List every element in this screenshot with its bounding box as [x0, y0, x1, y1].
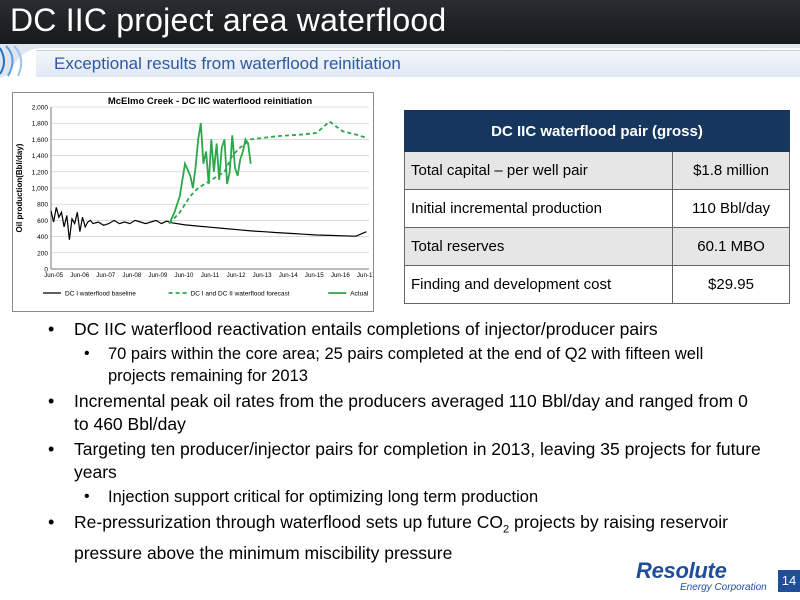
y-tick-label: 1,200: [32, 169, 49, 176]
subtitle-bar: [36, 50, 800, 77]
waterflood-chart: McElmo Creek - DC IIC waterflood reiniti…: [12, 92, 374, 312]
table-header: DC IIC waterflood pair (gross): [404, 110, 790, 152]
x-tick-label: Jun-13: [253, 272, 272, 279]
x-tick-label: Jun-16: [331, 272, 350, 279]
bullet-item: • DC IIC waterflood reactivation entails…: [44, 318, 764, 341]
bullet-text: 70 pairs within the core area; 25 pairs …: [108, 345, 704, 385]
x-tick-label: Jun-07: [96, 272, 115, 279]
table-cell-value: 110 Bbl/day: [672, 189, 790, 228]
y-tick-label: 1,800: [32, 121, 49, 128]
table-cell-label: Initial incremental production: [404, 189, 673, 228]
bullet-dot-icon: •: [48, 512, 55, 532]
y-tick-label: 400: [37, 234, 48, 241]
legend-label: Actual: [350, 291, 369, 298]
x-tick-label: Jun-15: [305, 272, 324, 279]
logo-tagline: Energy Corporation: [680, 582, 767, 593]
bullet-dot-icon: •: [48, 319, 55, 339]
chart-svg: McElmo Creek - DC IIC waterflood reiniti…: [15, 96, 373, 298]
x-tick-label: Jun-06: [70, 272, 89, 279]
table-row: Total reserves 60.1 MBO: [404, 227, 790, 266]
table-row: Total capital – per well pair $1.8 milli…: [404, 151, 790, 190]
slide-title: DC IIC project area waterflood: [10, 2, 447, 38]
x-tick-label: Jun-09: [148, 272, 167, 279]
table-cell-label: Total capital – per well pair: [404, 151, 673, 190]
bullet-text: Incremental peak oil rates from the prod…: [74, 391, 748, 434]
slide-subtitle: Exceptional results from waterflood rein…: [54, 54, 401, 73]
sub-bullet-item: • 70 pairs within the core area; 25 pair…: [44, 343, 764, 387]
table-row: Initial incremental production 110 Bbl/d…: [404, 189, 790, 228]
y-tick-label: 200: [37, 250, 48, 257]
y-axis-label: Oil production(Bbl/day): [15, 143, 24, 232]
x-tick-label: Jun-10: [174, 272, 193, 279]
table-cell-value: 60.1 MBO: [672, 227, 790, 266]
x-tick-label: Jun-17: [357, 272, 373, 279]
bullet-text: DC IIC waterflood reactivation entails c…: [74, 319, 658, 339]
co2-subscript: 2: [502, 523, 510, 536]
series-line: [168, 120, 367, 225]
slide-header: DC IIC project area waterflood: [0, 0, 800, 44]
bullet-dot-icon: •: [48, 439, 55, 459]
table-cell-label: Total reserves: [404, 227, 673, 266]
y-tick-label: 1,400: [32, 153, 49, 160]
bullet-item: • Re-pressurization through waterflood s…: [44, 511, 764, 565]
logo-name: Resolute: [636, 558, 727, 583]
legend-label: DC I waterflood baseline: [65, 291, 136, 298]
y-tick-label: 800: [37, 202, 48, 209]
bullet-text-part: Re-pressurization through waterflood set…: [74, 512, 503, 532]
bullet-dot-icon: •: [48, 391, 55, 411]
y-tick-label: 600: [37, 218, 48, 225]
table-cell-value: $1.8 million: [672, 151, 790, 190]
bullet-text: Targeting ten producer/injector pairs fo…: [74, 439, 761, 482]
bullet-dot-icon: •: [84, 345, 90, 362]
bullet-item: • Targeting ten producer/injector pairs …: [44, 438, 764, 484]
x-tick-label: Jun-14: [279, 272, 298, 279]
bullet-list: • DC IIC waterflood reactivation entails…: [44, 318, 764, 567]
legend-label: DC I and DC II waterflood forecast: [191, 291, 290, 298]
y-tick-label: 2,000: [32, 105, 49, 112]
y-tick-label: 1,600: [32, 137, 49, 144]
header-swoosh-decoration: [0, 44, 800, 78]
x-tick-label: Jun-05: [44, 272, 63, 279]
waterflood-pair-table: DC IIC waterflood pair (gross) Total cap…: [404, 110, 790, 304]
bullet-text: Injection support critical for optimizin…: [108, 488, 539, 506]
x-tick-label: Jun-12: [227, 272, 246, 279]
page-number: 14: [778, 570, 800, 592]
y-tick-label: 1,000: [32, 186, 49, 193]
chart-title: McElmo Creek - DC IIC waterflood reiniti…: [108, 96, 312, 107]
company-logo: Resolute Energy Corporation: [636, 558, 776, 598]
x-tick-label: Jun-11: [201, 272, 220, 279]
sub-bullet-item: • Injection support critical for optimiz…: [44, 486, 764, 508]
series-line: [168, 123, 252, 224]
table-cell-label: Finding and development cost: [404, 265, 673, 304]
bullet-dot-icon: •: [84, 488, 90, 505]
table-cell-value: $29.95: [672, 265, 790, 304]
series-line: [50, 207, 367, 240]
bullet-text: Re-pressurization through waterflood set…: [74, 512, 728, 563]
y-tick-label: 0: [44, 267, 48, 274]
x-tick-label: Jun-08: [122, 272, 141, 279]
bullet-item: • Incremental peak oil rates from the pr…: [44, 390, 764, 436]
table-row: Finding and development cost $29.95: [404, 265, 790, 304]
bullet-text-part: projects by raising reservoir pressure a…: [74, 512, 728, 563]
